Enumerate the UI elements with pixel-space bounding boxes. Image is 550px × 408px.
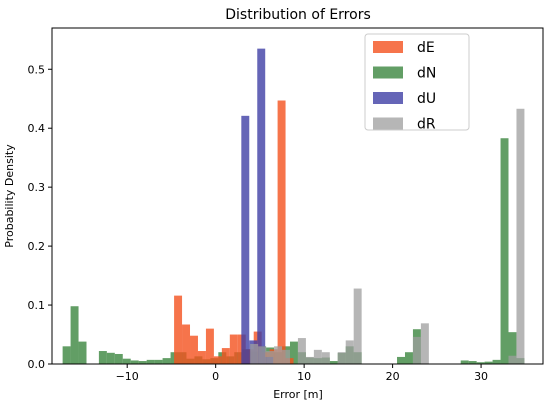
bar-dN-1	[70, 306, 79, 364]
bar-dE-7	[229, 334, 238, 364]
bar-dE-2	[190, 335, 198, 364]
bar-dR-2	[266, 351, 275, 364]
bar-dE-0	[174, 295, 183, 364]
bar-dR-7	[313, 349, 322, 364]
bar-dR-5	[297, 338, 306, 364]
y-axis-label: Probability Density	[3, 144, 16, 248]
bar-dR-13	[420, 323, 429, 364]
bar-dU-0	[241, 115, 250, 364]
x-tick-label: 20	[386, 370, 400, 383]
bar-dR-8	[321, 352, 330, 364]
y-tick-label: 0.1	[28, 299, 46, 312]
x-axis-label: Error [m]	[273, 388, 323, 401]
bar-dN-27	[289, 341, 298, 364]
y-tick-label: 0.3	[28, 181, 46, 194]
bar-dE-13	[277, 100, 286, 364]
legend: dE dN dU dR	[364, 33, 470, 133]
bar-dR-0	[250, 343, 259, 364]
bar-dR-3	[274, 346, 283, 364]
bar-dN-5	[114, 353, 123, 364]
histogram-bars	[62, 48, 525, 364]
legend-label-dU: dU	[417, 91, 436, 107]
bar-dE-3	[197, 351, 206, 364]
bar-dN-11	[162, 358, 171, 364]
bar-dN-9	[146, 359, 155, 364]
legend-label-dR: dR	[417, 117, 436, 133]
bar-dR-12	[412, 336, 421, 364]
legend-label-dE: dE	[417, 40, 435, 56]
bar-dN-4	[106, 352, 115, 364]
bar-dR-6	[305, 356, 314, 364]
plot-frame	[51, 27, 544, 365]
bar-dE-6	[221, 348, 230, 364]
bar-dN-0	[62, 346, 71, 364]
bar-dN-8	[138, 361, 147, 364]
legend-swatch-dU	[373, 92, 403, 104]
bar-dN-2	[78, 341, 87, 364]
legend-label-dN: dN	[417, 66, 436, 82]
bar-dE-4	[205, 328, 214, 364]
bar-dR-14	[508, 355, 517, 364]
bar-dE-5	[213, 356, 222, 364]
y-tick-label: 0.4	[28, 122, 46, 135]
bar-dR-15	[516, 108, 525, 364]
bar-dN-44	[500, 138, 509, 364]
bar-dN-45	[508, 332, 517, 364]
y-tick-label: 0.0	[28, 358, 46, 371]
legend-swatch-dE	[373, 41, 403, 53]
bar-dN-37	[404, 352, 413, 364]
bar-dR-10	[345, 340, 354, 364]
bar-dN-39	[460, 360, 469, 364]
bar-dN-42	[484, 361, 493, 364]
bar-dU-2	[257, 48, 266, 364]
bar-dN-3	[98, 351, 107, 364]
bar-dN-7	[130, 360, 139, 364]
chart-title: Distribution of Errors	[225, 7, 371, 23]
bar-dR-1	[258, 346, 267, 364]
bar-dN-43	[492, 359, 501, 364]
bar-dN-36	[397, 356, 405, 364]
bar-dN-41	[476, 362, 485, 364]
bar-dE-1	[182, 324, 191, 364]
bar-dR-11	[353, 288, 362, 364]
x-tick-label: −10	[116, 370, 139, 383]
bar-dR-9	[337, 352, 346, 364]
legend-swatch-dR	[373, 117, 403, 130]
x-tick-label: 0	[212, 370, 219, 383]
legend-box	[364, 33, 470, 131]
x-axis-ticks: −10 0 10 20 30	[116, 364, 488, 383]
bar-dN-40	[468, 361, 477, 364]
y-tick-label: 0.2	[28, 240, 46, 253]
x-tick-label: 30	[474, 370, 488, 383]
bar-dR-4	[282, 349, 290, 364]
y-axis-ticks: 0.0 0.1 0.2 0.3 0.4 0.5	[28, 63, 52, 371]
y-tick-label: 0.5	[28, 63, 46, 76]
bar-dN-6	[122, 358, 131, 364]
bar-dN-32	[329, 361, 338, 364]
x-tick-label: 10	[297, 370, 311, 383]
bar-dN-10	[154, 359, 163, 364]
legend-swatch-dN	[373, 66, 403, 79]
